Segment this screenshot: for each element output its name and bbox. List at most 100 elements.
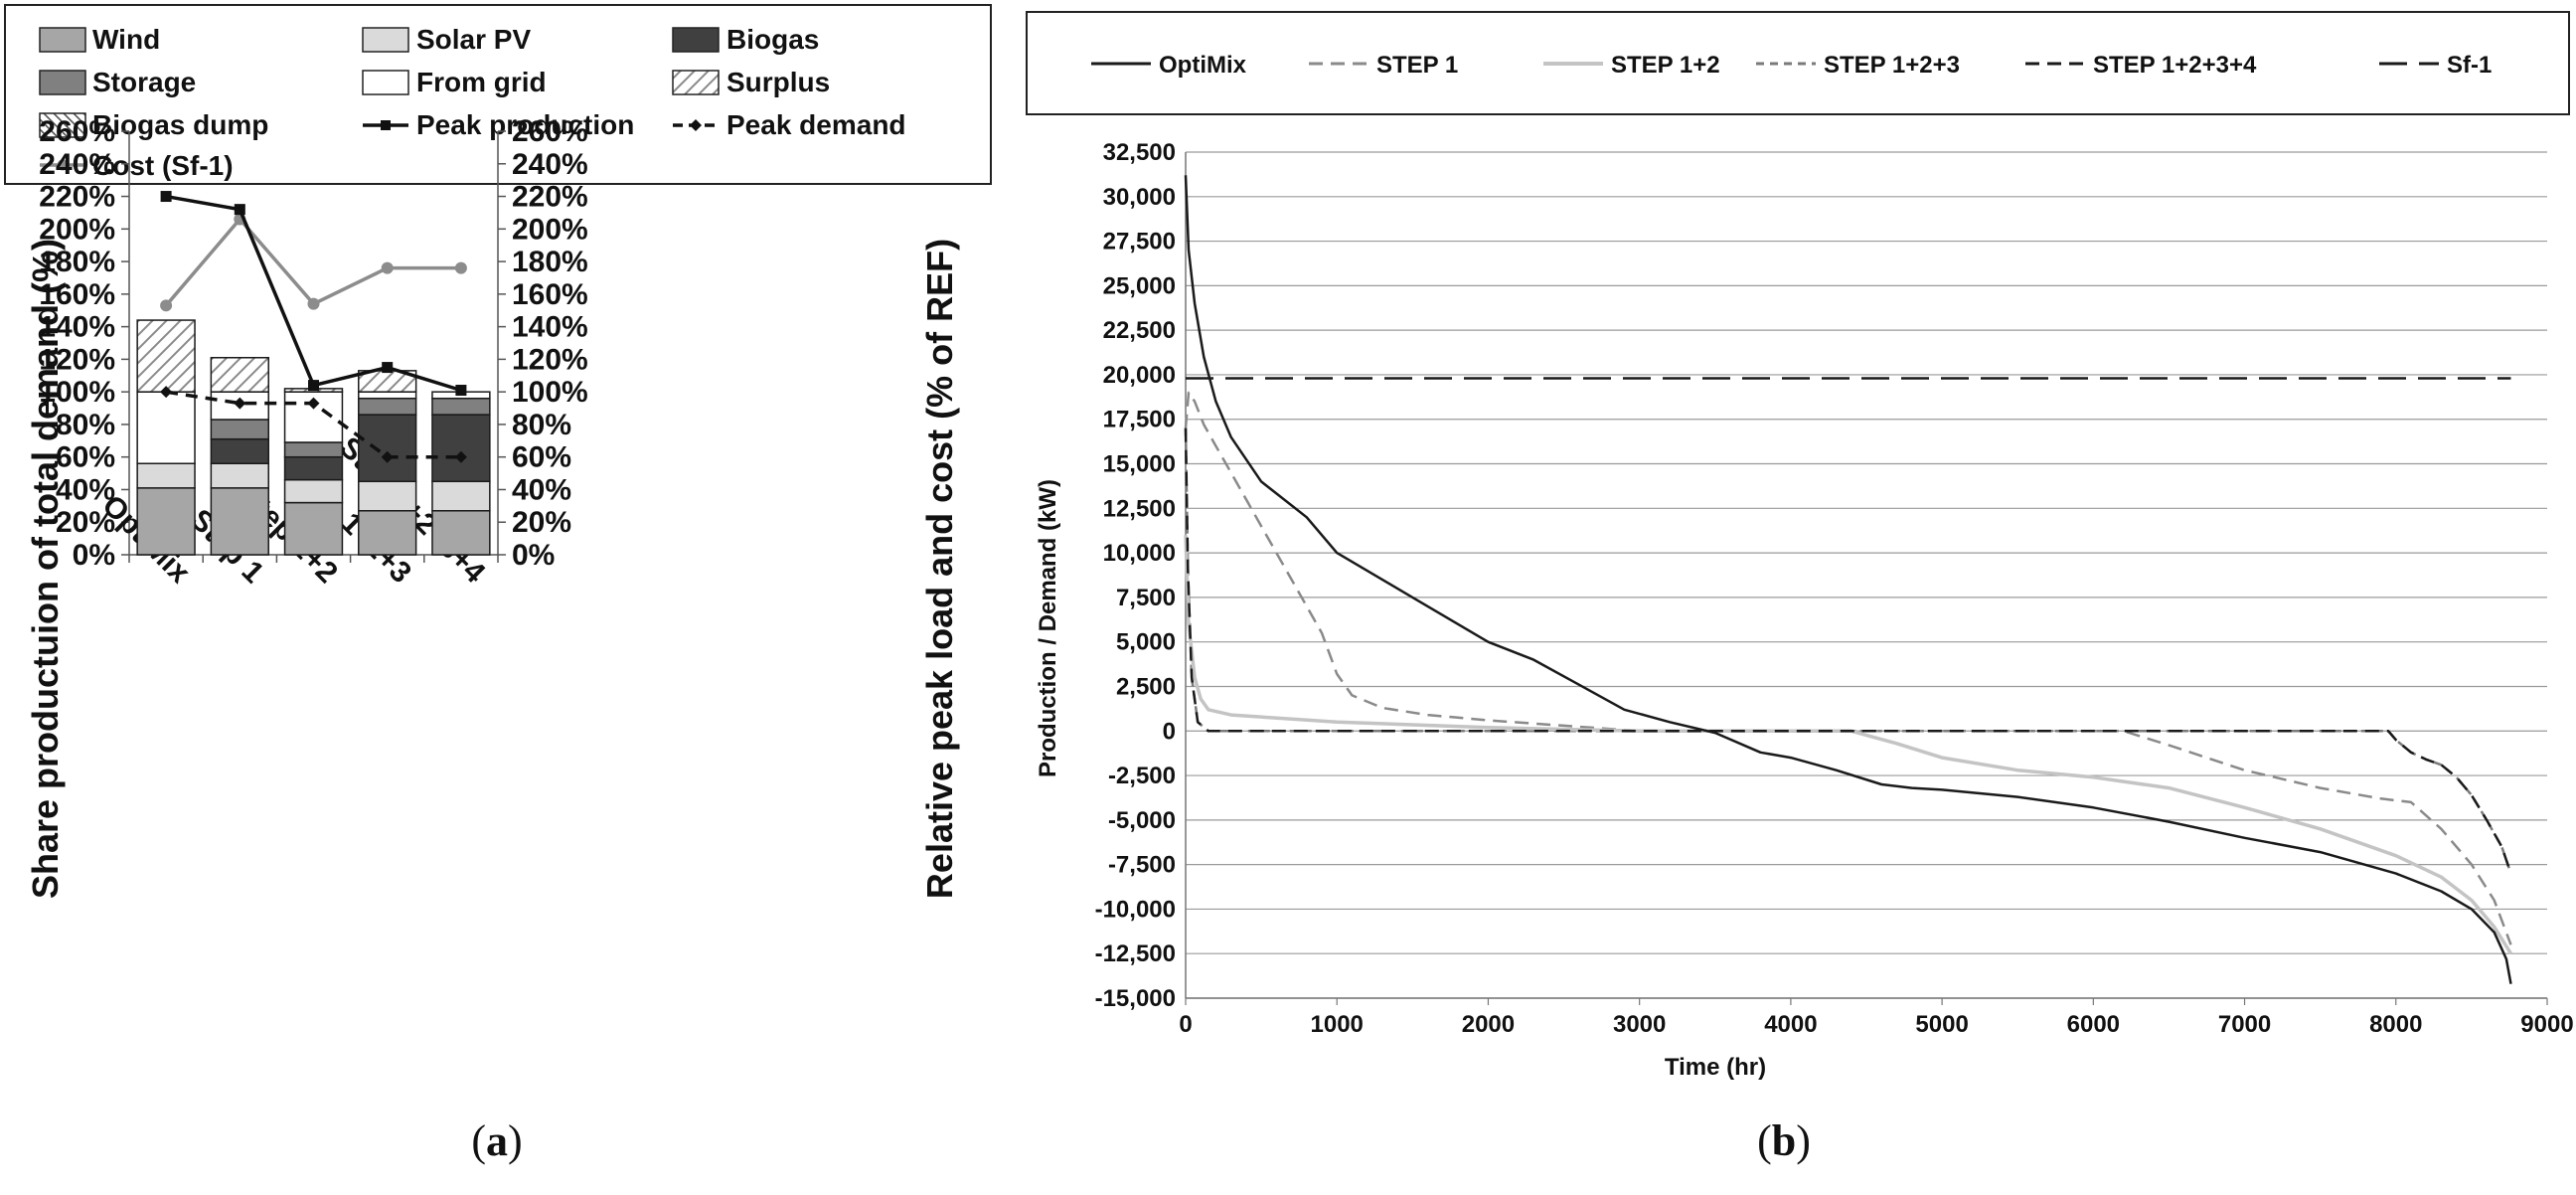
legend-label-biogas: Biogas — [726, 24, 819, 55]
bar-segment-wind — [283, 501, 344, 556]
legend-label-storage: Storage — [92, 67, 196, 97]
legend-item-storage: Storage — [39, 67, 196, 97]
legend-swatch-biogas — [672, 27, 720, 53]
y-tick-label-a: 180% — [39, 246, 115, 278]
legend-label-cost: Cost (Sf-1) — [92, 150, 234, 181]
y-tick-label-b: 22,500 — [1103, 317, 1176, 344]
point-peak-production — [308, 380, 319, 392]
legend-marker-peak-production — [381, 120, 391, 130]
legend-item-surplus: Surplus — [672, 67, 830, 97]
legend-b-label-step1234: STEP 1+2+3+4 — [2093, 52, 2257, 79]
legend-item-peak-production: Peak production — [363, 109, 634, 140]
y-tick-label-a: 40% — [56, 473, 115, 506]
panel-label-b-close: ) — [1796, 1116, 1811, 1165]
y2-tick-label-a: 0% — [512, 539, 555, 572]
y2-tick-label-a: 180% — [512, 246, 588, 278]
panel-a: Wind Solar PV Biogas Storage From grid S… — [4, 4, 992, 1165]
legend-b-label-step123: STEP 1+2+3 — [1824, 52, 1960, 79]
legend-label-wind: Wind — [92, 24, 160, 55]
panel-label-b: (b) — [1757, 1116, 1811, 1165]
legend-item-solar: Solar PV — [362, 24, 531, 55]
point-cost — [454, 261, 467, 274]
y2-tick-label-a: 200% — [512, 213, 588, 246]
legend-swatch-wind — [39, 27, 86, 53]
bar-segment-surplus — [136, 319, 196, 393]
y-tick-label-a: 240% — [39, 148, 115, 181]
legend-marker-peak-demand — [690, 119, 702, 131]
y-tick-label-a: 60% — [56, 441, 115, 474]
legend-b-label-step1: STEP 1 — [1376, 52, 1458, 79]
legend-swatch-storage — [39, 70, 86, 95]
point-cost — [381, 261, 394, 274]
y-tick-label-b: 12,500 — [1103, 495, 1176, 522]
legend-a: Wind Solar PV Biogas Storage From grid S… — [39, 24, 906, 181]
legend-item-grid: From grid — [362, 67, 547, 97]
x-tick-label-b: 1000 — [1311, 1011, 1364, 1038]
x-tick-label-b: 8000 — [2369, 1011, 2422, 1038]
legend-b-label-optimix: OptiMix — [1159, 52, 1247, 79]
y-tick-label-b: -7,500 — [1108, 852, 1176, 879]
y-tick-label-a: 20% — [56, 506, 115, 539]
y-tick-label-b: -12,500 — [1095, 940, 1176, 967]
bar-segment-storage — [358, 397, 417, 416]
bar-segment-wind — [210, 487, 269, 556]
point-peak-demand — [160, 386, 173, 399]
point-peak-demand — [307, 397, 320, 410]
panel-label-b-letter: b — [1772, 1116, 1796, 1165]
y-tick-label-a: 220% — [39, 181, 115, 214]
y-tick-label-b: -10,000 — [1095, 896, 1176, 923]
series-line-step1 — [1184, 391, 2512, 945]
bar-segment-biogas — [283, 455, 344, 481]
y-tick-label-b: 25,000 — [1103, 272, 1176, 299]
panel-label-a-letter: a — [486, 1116, 508, 1165]
y2-tick-label-a: 40% — [512, 473, 571, 506]
y2-tick-label-a: 100% — [512, 376, 588, 409]
point-peak-production — [234, 204, 245, 216]
y2-tick-label-a: 240% — [512, 148, 588, 181]
y-tick-label-a: 140% — [39, 311, 115, 344]
y-axis-label-b: Production / Demand (kW) — [1035, 479, 1061, 777]
y2-tick-label-a: 120% — [512, 343, 588, 376]
x-tick-label-b: 4000 — [1764, 1011, 1817, 1038]
legend-label-peak-production: Peak production — [416, 109, 634, 140]
bar-segment-solar — [136, 462, 196, 489]
point-cost — [160, 299, 173, 312]
legend-b: OptiMix STEP 1 STEP 1+2 STEP 1+2+3 STEP 1+2+… — [1091, 52, 2492, 79]
x-tick-label-b: 3000 — [1613, 1011, 1666, 1038]
y-axis-label-a: Share productuion of total demand (%) — [25, 239, 66, 899]
bar-segment-solar — [210, 462, 269, 489]
y2-tick-label-a: 220% — [512, 181, 588, 214]
y-tick-label-a: 160% — [39, 278, 115, 311]
y2-tick-label-a: 260% — [512, 115, 588, 148]
y-tick-label-b: 10,000 — [1103, 540, 1176, 567]
bar-segment-biogas — [358, 414, 417, 483]
panel-b: OptiMix STEP 1 STEP 1+2 STEP 1+2+3 STEP 1+2+… — [1026, 11, 2574, 1165]
legend-marker-cost — [57, 159, 69, 171]
legend-swatch-surplus — [672, 70, 720, 95]
panel-label-a-close: ) — [508, 1116, 523, 1165]
legend-b-label-step12: STEP 1+2 — [1611, 52, 1720, 79]
y-tick-label-b: 15,000 — [1103, 451, 1176, 478]
y-tick-label-b: 30,000 — [1103, 184, 1176, 211]
y-tick-label-b: 20,000 — [1103, 362, 1176, 389]
y-tick-label-a: 200% — [39, 213, 115, 246]
bars-a — [136, 319, 491, 556]
legend-label-dump: Biogas dump — [92, 109, 268, 140]
bar-segment-biogas — [210, 437, 269, 464]
x-tick-label-b: 6000 — [2067, 1011, 2120, 1038]
y2-tick-label-a: 20% — [512, 506, 571, 539]
legend-swatch-dump — [39, 112, 86, 138]
x-tick-label-b: 0 — [1179, 1011, 1192, 1038]
bar-segment-wind — [358, 510, 417, 556]
y-tick-label-b: 17,500 — [1103, 407, 1176, 433]
x-tick-label-b: 2000 — [1462, 1011, 1515, 1038]
x-tick-label-b: 7000 — [2218, 1011, 2271, 1038]
bar-segment-storage — [431, 397, 491, 416]
y-tick-label-b: 0 — [1163, 718, 1176, 745]
bar-segment-storage — [210, 419, 269, 440]
series-line-step12 — [1184, 535, 2512, 955]
bar-segment-solar — [283, 478, 344, 504]
bar-segment-solar — [431, 480, 491, 512]
legend-item-wind: Wind — [39, 24, 160, 55]
series-line-step1234 — [1184, 427, 2512, 875]
